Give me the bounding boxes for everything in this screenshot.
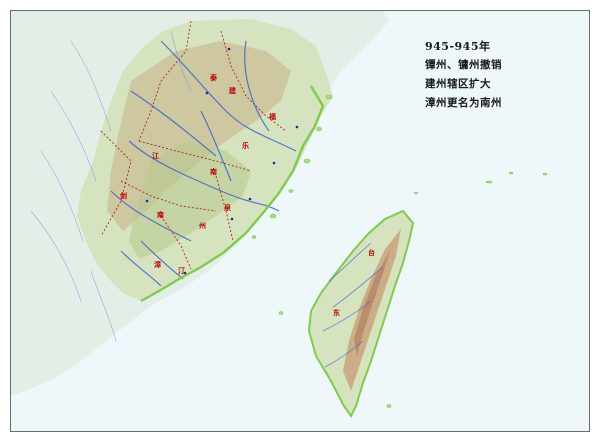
place-label: 东 [333, 308, 340, 317]
fujian-coastline [140, 85, 325, 303]
taiwan-central-peaks [354, 249, 391, 356]
topographic-map [11, 11, 589, 431]
hill-shading [129, 141, 251, 259]
place-label: 南 [210, 167, 217, 176]
place-label: 剑 [120, 191, 127, 200]
coastal-islands [251, 94, 548, 408]
place-label: 南 [157, 210, 164, 219]
settlements [145, 47, 299, 275]
rivers [110, 40, 297, 287]
year-range: 945-945年 [425, 40, 491, 53]
map-frame: 945-945年 镡州、镛州撤销 建州辖区扩大 漳州更名为南州 泰 建 福 江 … [10, 10, 590, 432]
taiwan-rivers [322, 242, 384, 368]
place-label: 泉 [224, 203, 231, 212]
place-label: 台 [368, 248, 375, 257]
place-label: 建 [229, 86, 236, 95]
place-label: 州 [199, 221, 206, 230]
prefecture-boundaries [100, 20, 287, 270]
place-label: 汀 [178, 266, 185, 275]
secondary-rivers [30, 30, 192, 342]
place-label: 乐 [242, 141, 249, 150]
caption-line-1: 镡州、镛州撤销 [425, 59, 502, 71]
place-label: 福 [269, 112, 276, 121]
caption-line-3: 漳州更名为南州 [425, 97, 502, 109]
caption-line-2: 建州辖区扩大 [425, 78, 491, 90]
place-label: 泰 [210, 73, 217, 82]
place-label: 江 [152, 151, 159, 160]
place-label: 漳 [154, 260, 161, 269]
